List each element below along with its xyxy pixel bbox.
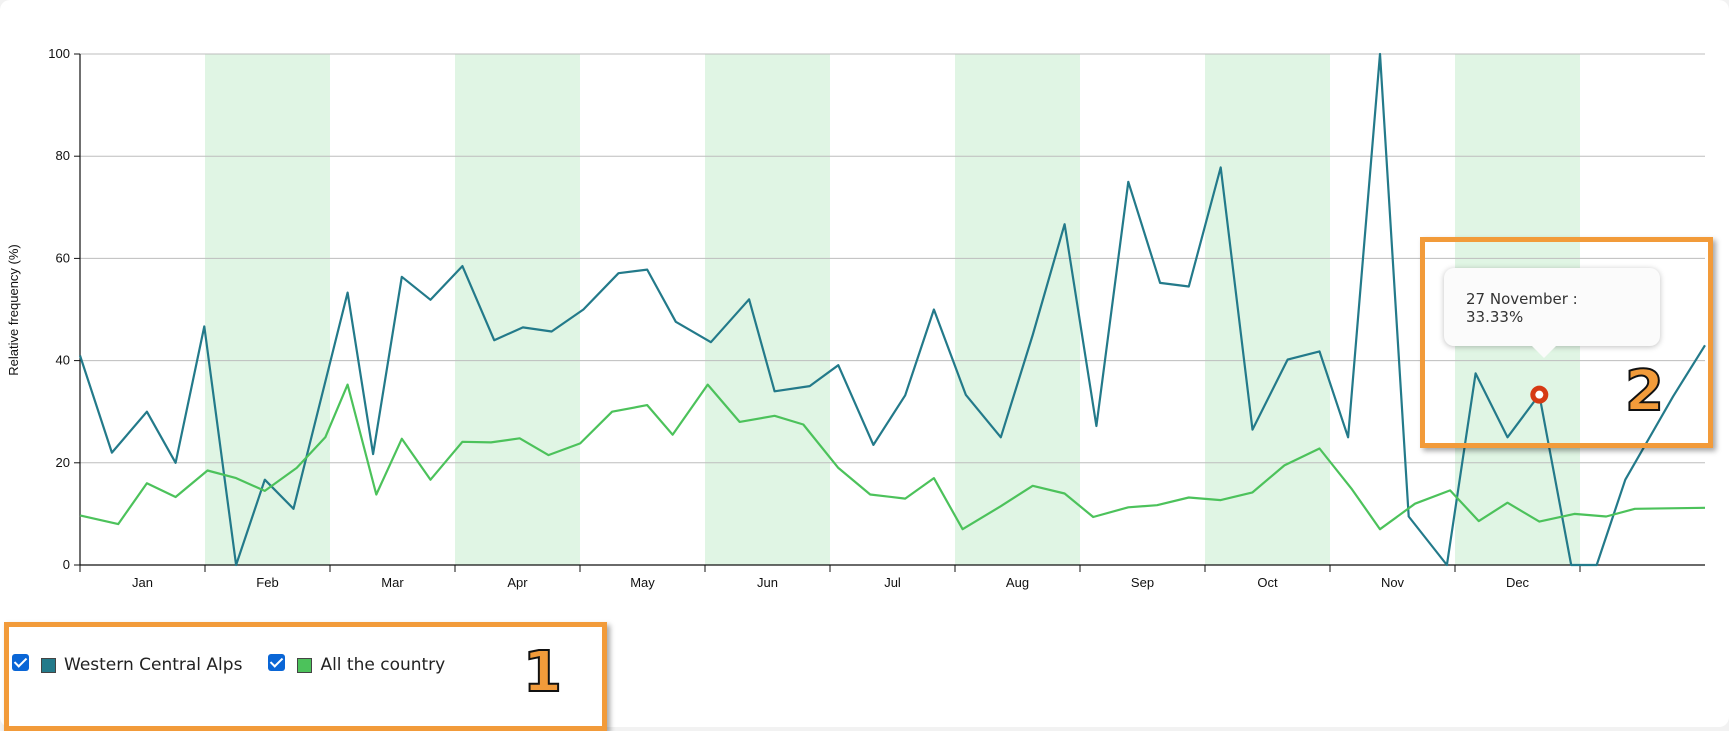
x-tick-label-jan: Jan bbox=[132, 575, 153, 590]
y-axis-label: Relative frequency (%) bbox=[6, 244, 21, 376]
hover-point-inner bbox=[1535, 390, 1544, 399]
legend-item-western-central-alps[interactable]: Western Central Alps bbox=[12, 653, 243, 675]
callout-box-2 bbox=[1420, 237, 1713, 448]
callout-number-2: 2 bbox=[1624, 359, 1665, 424]
x-tick-label-may: May bbox=[630, 575, 655, 590]
callout-number-1: 1 bbox=[522, 640, 563, 705]
tooltip-value: 33.33% bbox=[1466, 308, 1524, 326]
series-line-all-the-country bbox=[79, 383, 1706, 531]
x-tick-labels: Jan Feb Mar Apr May Jun Jul Aug Sep Oct Nov Dec bbox=[79, 565, 1581, 590]
x-tick-label-oct: Oct bbox=[1257, 575, 1278, 590]
y-tick-label-80: 80 bbox=[56, 148, 70, 163]
y-tick-labels: 0 20 40 60 80 100 bbox=[48, 46, 80, 572]
legend-label-western-central-alps: Western Central Alps bbox=[64, 655, 243, 675]
tooltip-date: 27 November : bbox=[1466, 290, 1578, 308]
y-tick-label-100: 100 bbox=[48, 46, 70, 61]
shade-band-aug bbox=[955, 54, 1080, 565]
legend-checkbox-western-central-alps[interactable] bbox=[12, 653, 29, 671]
x-tick-label-feb: Feb bbox=[256, 575, 278, 590]
shade-band-jun bbox=[705, 54, 830, 565]
legend-swatch-western-central-alps bbox=[41, 657, 56, 673]
y-gridlines bbox=[80, 53, 1705, 464]
tooltip-text: 27 November : 33.33% bbox=[1466, 290, 1578, 326]
x-tick-label-apr: Apr bbox=[507, 575, 528, 590]
y-tick-label-40: 40 bbox=[56, 353, 70, 368]
hover-marker bbox=[1530, 385, 1549, 404]
series-line-western-central-alps bbox=[78, 52, 1706, 567]
y-tick-label-20: 20 bbox=[56, 455, 70, 470]
x-tick-label-dec: Dec bbox=[1506, 575, 1530, 590]
tooltip: 27 November : 33.33% bbox=[1444, 268, 1660, 358]
callout-box-1 bbox=[4, 622, 607, 731]
legend-swatch-all-the-country bbox=[297, 657, 313, 673]
y-tick-label-60: 60 bbox=[56, 250, 70, 265]
x-tick-label-jun: Jun bbox=[757, 575, 778, 590]
shade-band-oct bbox=[1205, 54, 1330, 565]
legend-checkbox-all-the-country[interactable] bbox=[268, 653, 286, 671]
legend: Western Central Alps All the country bbox=[12, 653, 471, 675]
axes bbox=[79, 54, 1705, 566]
shade-band-apr bbox=[455, 54, 580, 565]
series-lines bbox=[78, 52, 1706, 567]
x-tick-label-mar: Mar bbox=[381, 575, 404, 590]
x-tick-label-sep: Sep bbox=[1131, 575, 1154, 590]
y-tick-label-0: 0 bbox=[63, 557, 70, 572]
x-tick-label-jul: Jul bbox=[884, 575, 901, 590]
x-tick-label-nov: Nov bbox=[1381, 575, 1405, 590]
legend-label-all-the-country: All the country bbox=[320, 655, 446, 675]
legend-item-all-the-country[interactable]: All the country bbox=[268, 653, 446, 675]
x-tick-label-aug: Aug bbox=[1006, 575, 1029, 590]
